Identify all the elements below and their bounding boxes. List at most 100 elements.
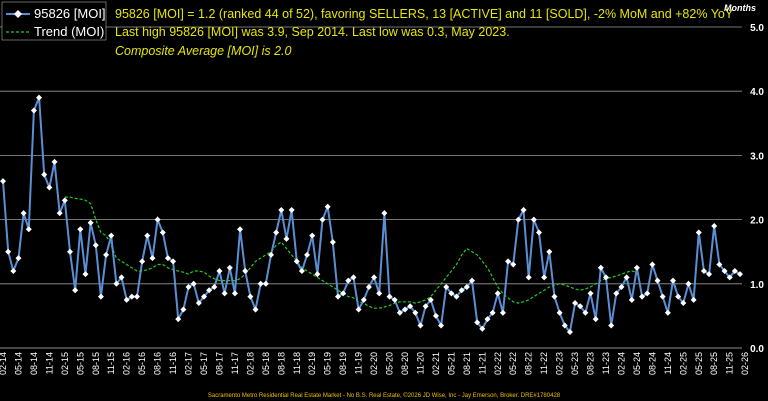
x-tick-label: 11-24: [663, 352, 673, 374]
moi-data-point: [402, 306, 408, 313]
y-axis-units-label: Months: [724, 3, 756, 13]
x-tick-label: 05-15: [75, 352, 85, 375]
moi-data-point: [360, 296, 367, 303]
moi-data-point: [628, 296, 635, 303]
y-tick-label: 1.0: [750, 280, 764, 291]
x-tick-label: 02-22: [493, 352, 503, 375]
moi-data-point: [551, 293, 558, 300]
moi-data-point: [654, 277, 661, 284]
moi-data-point: [61, 197, 68, 204]
y-tick-label: 2.0: [750, 216, 764, 227]
moi-data-point: [592, 316, 599, 323]
moi-data-point: [216, 267, 223, 274]
moi-data-point: [293, 258, 300, 265]
moi-data-point: [247, 293, 254, 300]
header-summary: 95826 [MOI] = 1.2 (ranked 44 of 52), fav…: [115, 7, 734, 21]
x-tick-label: 05-24: [632, 352, 642, 375]
moi-data-point: [0, 178, 6, 185]
moi-data-point: [304, 251, 311, 258]
x-tick-label: 11-15: [106, 352, 116, 374]
moi-data-point: [536, 229, 542, 236]
x-tick-label: 11-19: [354, 352, 364, 374]
x-tick-label: 11-21: [477, 352, 487, 374]
moi-data-point: [489, 309, 496, 316]
moi-data-point: [154, 216, 161, 223]
moi-data-point: [422, 303, 429, 310]
moi-data-point: [376, 290, 383, 297]
moi-data-point: [458, 287, 465, 294]
moi-data-point: [67, 248, 73, 255]
moi-data-point: [113, 280, 120, 287]
y-tick-label: 5.0: [750, 23, 764, 34]
x-tick-label: 05-22: [508, 352, 518, 375]
x-axis-ticks: 02-14 05-14 08-14 11-14 02-15 05-15 08-15 11-15…: [0, 352, 750, 375]
x-tick-label: 05-18: [261, 352, 271, 375]
moi-data-point: [690, 296, 697, 303]
moi-data-point: [597, 264, 604, 271]
moi-data-point: [737, 271, 743, 278]
moi-data-point: [268, 251, 274, 258]
moi-data-point: [257, 280, 264, 287]
moi-data-point: [92, 242, 99, 249]
x-tick-label: 02-26: [740, 352, 750, 375]
moi-data-point: [36, 94, 43, 101]
moi-data-point: [252, 306, 259, 313]
x-tick-label: 11-25: [725, 352, 735, 374]
x-tick-label: 05-17: [199, 352, 209, 375]
moi-data-point: [700, 267, 707, 274]
moi-data-point: [144, 232, 151, 239]
moi-data-point: [273, 229, 280, 236]
moi-data-point: [726, 274, 733, 281]
moi-data-point: [566, 328, 573, 335]
moi-data-point: [453, 293, 460, 300]
moi-data-point: [329, 239, 336, 246]
moi-data-point: [659, 293, 666, 300]
x-tick-label: 08-18: [276, 352, 286, 375]
moi-data-point: [608, 322, 615, 329]
moi-data-point: [484, 316, 491, 323]
moi-data-point: [474, 319, 481, 326]
moi-data-point: [288, 206, 295, 213]
moi-data-point: [149, 255, 156, 262]
moi-data-point: [201, 293, 207, 300]
moi-data-point: [159, 229, 166, 236]
moi-data-point: [128, 293, 135, 300]
moi-data-point: [427, 296, 434, 303]
y-tick-label: 4.0: [750, 87, 764, 98]
x-tick-label: 02-17: [184, 352, 194, 375]
moi-data-point: [391, 296, 398, 303]
moi-data-point: [350, 274, 357, 281]
moi-data-point: [262, 280, 269, 287]
moi-data-point: [649, 261, 656, 268]
moi-data-point: [25, 226, 32, 233]
moi-data-point: [525, 274, 532, 281]
legend-series-marker: [14, 10, 22, 18]
x-tick-label: 05-14: [13, 352, 23, 375]
legend-trend-label: Trend (MOI): [34, 24, 104, 39]
moi-data-point: [10, 267, 17, 274]
moi-data-point: [561, 322, 568, 329]
x-tick-label: 02-18: [245, 352, 255, 375]
moi-data-point: [644, 290, 651, 297]
moi-data-point: [195, 300, 202, 307]
x-tick-label: 02-24: [616, 352, 626, 375]
moi-data-point: [618, 284, 625, 291]
moi-data-point: [190, 280, 197, 287]
x-tick-label: 08-16: [153, 352, 163, 375]
moi-data-point: [520, 206, 527, 213]
moi-data-point: [237, 226, 244, 233]
moi-data-point: [314, 271, 321, 278]
moi-data-point: [530, 216, 537, 223]
legend-box: [1, 1, 107, 41]
moi-data-point: [134, 293, 140, 300]
moi-data-point: [77, 226, 84, 233]
moi-data-point: [103, 251, 110, 258]
moi-data-point: [510, 261, 517, 268]
x-tick-label: 08-22: [524, 352, 534, 375]
x-tick-label: 08-20: [400, 352, 410, 375]
y-tick-label: 0.0: [750, 344, 764, 355]
moi-data-point: [670, 277, 676, 284]
moi-data-point: [221, 290, 228, 297]
moi-data-point: [231, 290, 238, 297]
